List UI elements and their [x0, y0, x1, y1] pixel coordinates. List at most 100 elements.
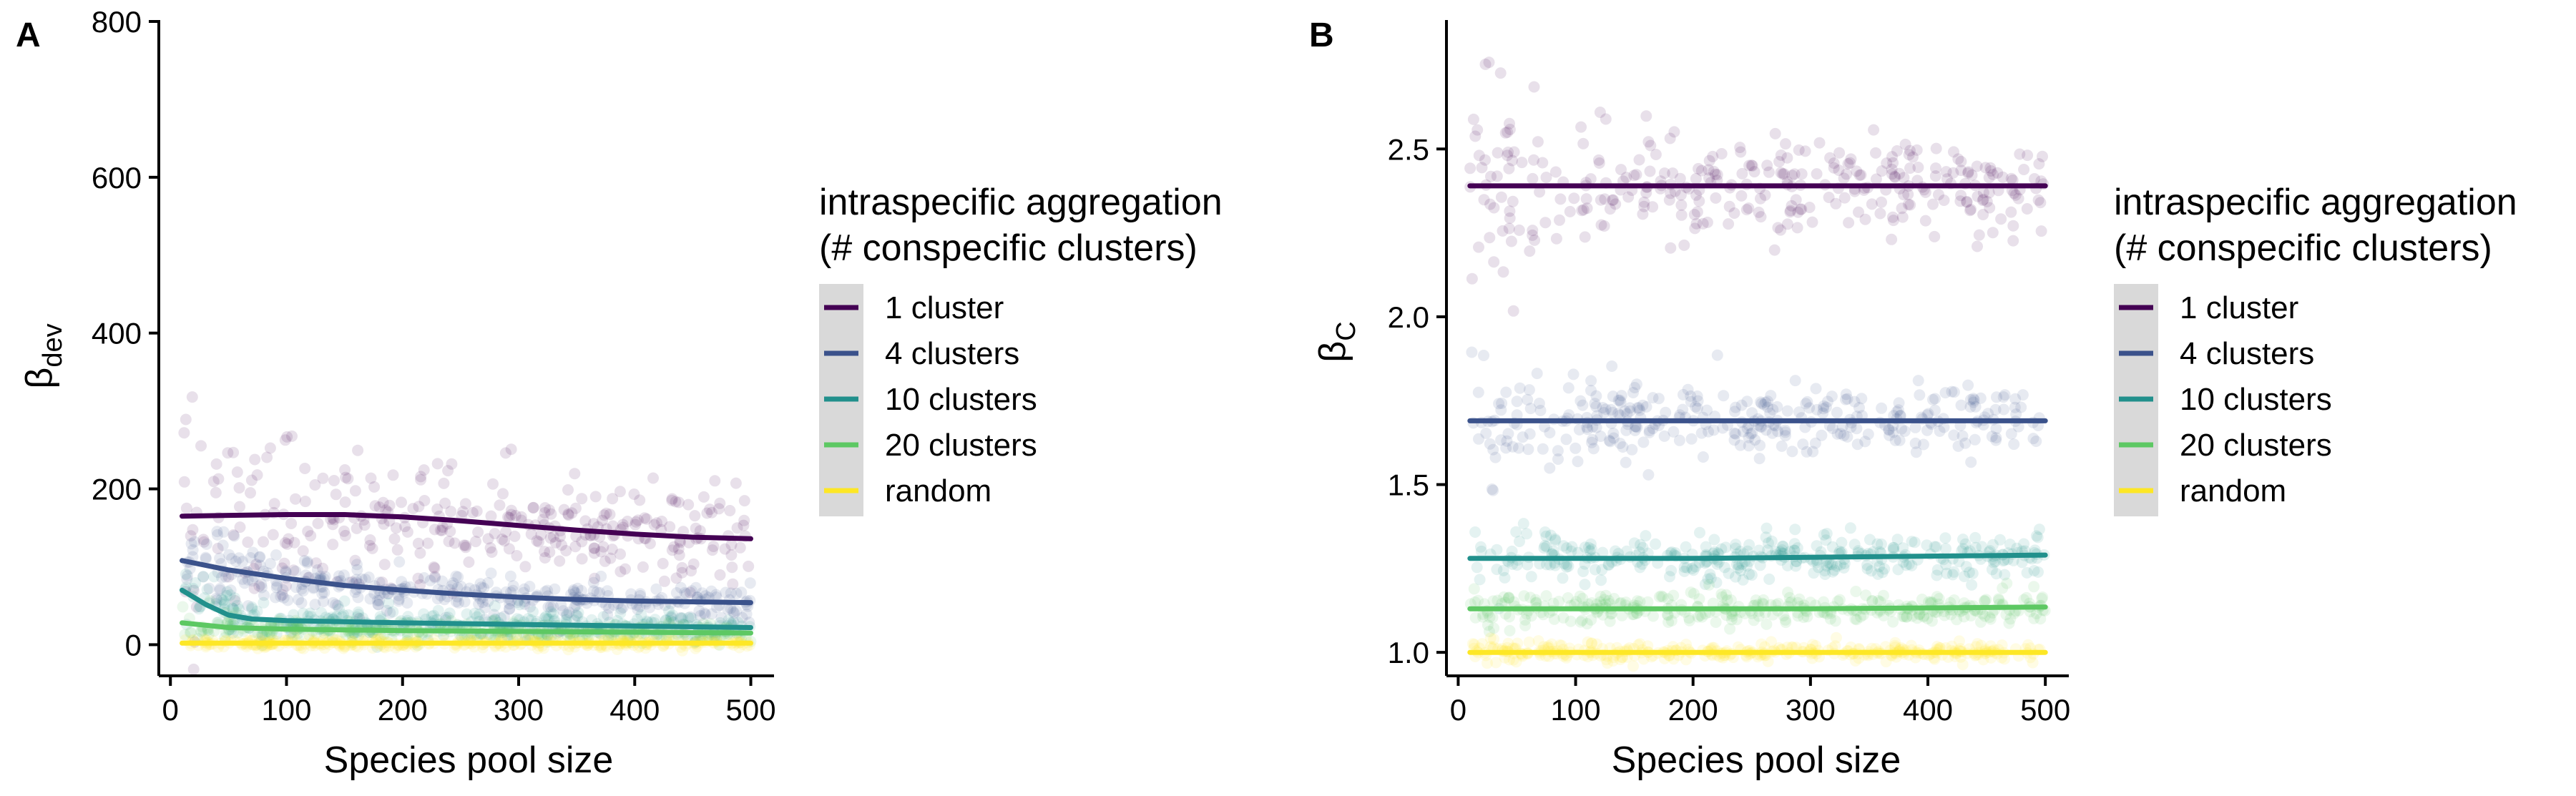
data-point [1841, 168, 1853, 180]
data-point [210, 486, 222, 498]
data-point [497, 488, 509, 500]
data-point [280, 580, 292, 592]
data-point [724, 505, 736, 516]
data-point [1725, 614, 1738, 626]
data-point [1579, 231, 1591, 243]
data-point [635, 609, 647, 621]
data-point [1946, 569, 1959, 581]
data-point [1575, 121, 1587, 133]
data-point [1600, 654, 1612, 666]
data-point [293, 594, 304, 606]
data-point [1516, 157, 1528, 169]
data-point [299, 463, 311, 474]
data-point [302, 526, 314, 537]
data-point [566, 507, 578, 519]
data-point [655, 524, 667, 536]
data-point [1638, 196, 1650, 208]
data-point [1577, 137, 1590, 149]
data-point [387, 469, 399, 481]
data-point [1844, 522, 1856, 534]
data-point [1633, 154, 1645, 166]
data-point [539, 546, 550, 558]
data-point [1995, 213, 2007, 225]
y-tick-label: 600 [92, 161, 142, 195]
data-point [569, 502, 582, 514]
legend-label: 1 cluster [2180, 290, 2298, 325]
data-point [358, 519, 371, 531]
data-point [602, 609, 614, 621]
data-point [316, 587, 328, 599]
data-point [554, 531, 566, 543]
legend-label: 4 clusters [885, 336, 1019, 371]
data-point [1755, 638, 1768, 650]
data-point [1806, 216, 1818, 228]
data-point [1841, 393, 1853, 405]
data-point [738, 519, 750, 531]
data-point [1564, 615, 1577, 627]
data-point [660, 614, 672, 627]
data-point [1763, 573, 1776, 585]
data-point [705, 608, 718, 620]
data-point [353, 629, 365, 642]
data-point [1843, 217, 1855, 229]
data-point [1532, 136, 1544, 148]
data-point [1488, 256, 1500, 268]
data-point [428, 571, 441, 583]
data-point [572, 610, 584, 622]
data-point [1931, 564, 1944, 576]
panel-a-y-axis-title-sub: dev [38, 323, 68, 367]
data-point [1927, 198, 1939, 210]
data-point [1838, 429, 1850, 441]
data-point [1723, 567, 1735, 579]
data-point [665, 611, 677, 624]
data-point [519, 598, 531, 610]
data-point [1491, 564, 1503, 576]
data-point [218, 596, 230, 609]
data-point [1999, 653, 2011, 665]
legend-label: 20 clusters [2180, 428, 2332, 463]
data-point [734, 541, 746, 554]
data-point [190, 577, 202, 589]
data-point [1538, 542, 1550, 554]
data-point [675, 611, 687, 624]
legend-label: 4 clusters [2180, 336, 2314, 371]
data-point [640, 513, 652, 525]
data-point [531, 535, 543, 547]
data-point [412, 537, 424, 549]
data-point [1773, 156, 1786, 167]
data-point [1640, 530, 1652, 542]
data-point [459, 498, 471, 510]
data-point [556, 539, 567, 551]
data-point [1598, 220, 1610, 232]
data-point [473, 598, 485, 610]
data-point [561, 609, 573, 621]
data-point [705, 585, 718, 597]
data-point [249, 453, 261, 466]
data-point [1582, 636, 1594, 648]
data-point [1507, 305, 1519, 317]
data-point [280, 566, 292, 579]
data-point [393, 589, 405, 601]
data-point [1688, 564, 1700, 576]
data-point [2004, 539, 2016, 551]
data-point [1786, 446, 1798, 458]
data-point [700, 609, 711, 620]
data-point [484, 542, 496, 554]
data-point [1788, 168, 1801, 180]
data-point [256, 629, 268, 641]
data-point [1695, 164, 1708, 177]
data-point [714, 497, 726, 509]
data-point [222, 571, 235, 583]
data-point [549, 536, 562, 549]
data-point [1734, 142, 1746, 154]
x-tick-label: 0 [1450, 693, 1466, 727]
legend-a-title-line1: intraspecific aggregation [819, 182, 1223, 223]
data-point [614, 566, 627, 578]
data-point [428, 609, 440, 621]
data-point [1560, 561, 1572, 573]
data-point [288, 609, 300, 621]
data-point [1598, 407, 1610, 418]
data-point [434, 524, 446, 536]
data-point [1782, 586, 1794, 599]
data-point [277, 584, 289, 596]
